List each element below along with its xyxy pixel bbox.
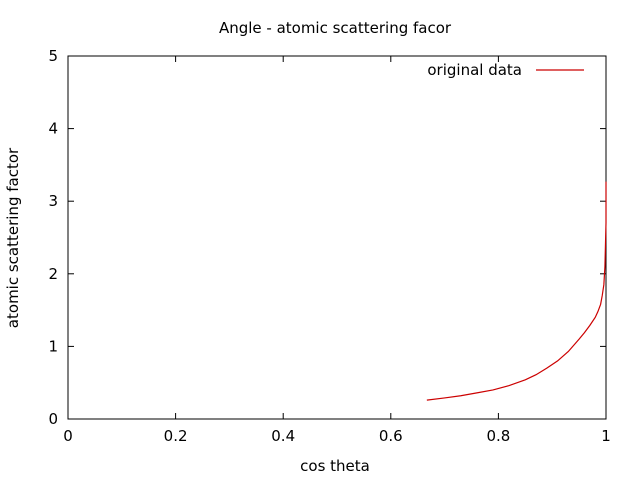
- x-tick-label: 0.8: [486, 427, 510, 445]
- y-tick-label: 4: [48, 120, 58, 138]
- x-tick-label: 0: [63, 427, 73, 445]
- x-tick-label: 0.4: [271, 427, 295, 445]
- legend-label: original data: [427, 61, 522, 79]
- series-layer: [426, 181, 607, 401]
- y-tick-label: 0: [48, 410, 58, 428]
- x-tick-label: 0.6: [379, 427, 403, 445]
- series-line: [426, 181, 607, 401]
- y-tick-label: 2: [48, 265, 58, 283]
- axis-ticks: 0 0.2 0.4 0.6 0.8 1 0 1 2 3 4 5: [48, 47, 610, 445]
- y-tick-label: 5: [48, 47, 58, 65]
- x-axis-label: cos theta: [300, 457, 370, 475]
- chart-title: Angle - atomic scattering facor: [219, 19, 452, 37]
- x-tick-label: 0.2: [164, 427, 188, 445]
- y-axis-label: atomic scattering factor: [4, 147, 22, 328]
- y-tick-label: 3: [48, 192, 58, 210]
- y-tick-label: 1: [48, 337, 58, 355]
- x-tick-label: 1: [601, 427, 611, 445]
- plot-area: [67, 55, 607, 420]
